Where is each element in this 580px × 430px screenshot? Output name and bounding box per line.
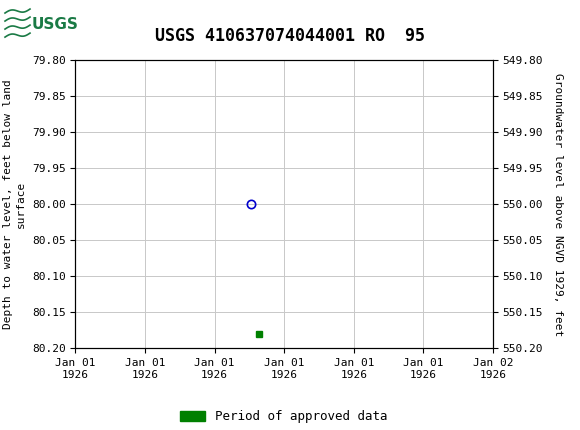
Y-axis label: Groundwater level above NGVD 1929, feet: Groundwater level above NGVD 1929, feet bbox=[553, 73, 563, 336]
Bar bbox=[4, 3, 56, 42]
Text: USGS: USGS bbox=[32, 17, 79, 31]
Legend: Period of approved data: Period of approved data bbox=[176, 405, 393, 428]
Text: USGS 410637074044001 RO  95: USGS 410637074044001 RO 95 bbox=[155, 27, 425, 45]
Y-axis label: Depth to water level, feet below land
surface: Depth to water level, feet below land su… bbox=[3, 80, 26, 329]
